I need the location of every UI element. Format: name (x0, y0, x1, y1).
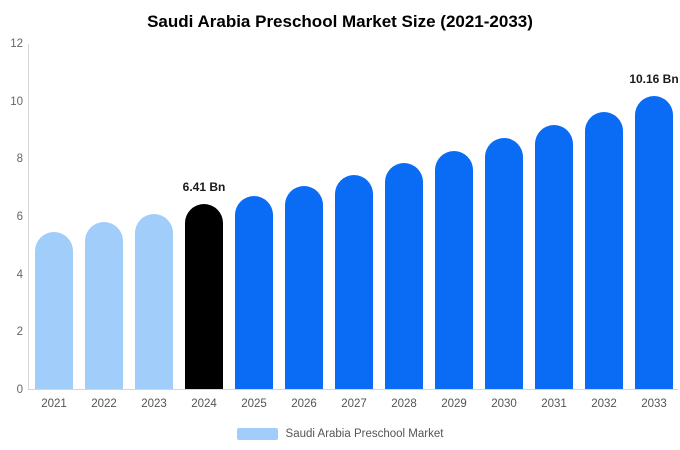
x-tick-label: 2021 (41, 398, 67, 410)
x-tick-label: 2026 (291, 398, 317, 410)
bar-2022 (85, 221, 123, 389)
y-tick-label: 2 (16, 326, 23, 339)
y-tick-label: 8 (16, 153, 23, 166)
bar-2021 (35, 231, 73, 389)
bar-2025 (235, 195, 273, 389)
x-tick-label: 2032 (591, 398, 617, 410)
bar-2024 (185, 204, 223, 389)
x-tick-label: 2025 (241, 398, 267, 410)
plot-area: 6.41 Bn 10.16 Bn (28, 44, 679, 390)
x-tick-label: 2028 (391, 398, 417, 410)
chart-title: Saudi Arabia Preschool Market Size (2021… (147, 12, 533, 31)
y-tick-label: 12 (10, 38, 23, 50)
value-label-2024: 6.41 Bn (182, 180, 226, 195)
y-tick-label: 4 (16, 268, 23, 281)
x-tick-label: 2031 (541, 398, 567, 410)
bar-2029 (435, 151, 473, 389)
bar-2033 (635, 96, 673, 389)
bar-2028 (385, 162, 423, 389)
x-tick-label: 2022 (91, 398, 117, 410)
bar-2023 (135, 213, 173, 389)
legend-swatch (236, 428, 278, 440)
bar-2026 (285, 185, 323, 389)
x-tick-label: 2027 (341, 398, 367, 410)
legend-item[interactable]: Saudi Arabia Preschool Market (0, 424, 680, 444)
y-tick-label: 10 (10, 95, 23, 108)
x-tick-label: 2029 (441, 398, 467, 410)
bar-2032 (585, 111, 623, 389)
y-tick-label: 6 (16, 211, 23, 223)
bar-2030 (485, 138, 523, 389)
x-tick-label: 2033 (641, 398, 667, 410)
value-label-2033: 10.16 Bn (629, 72, 679, 87)
x-tick-label: 2023 (141, 398, 167, 410)
legend-label: Saudi Arabia Preschool Market (285, 428, 444, 440)
x-tick-label: 2030 (491, 398, 517, 410)
y-tick-label: 0 (16, 384, 23, 396)
bar-2031 (535, 125, 573, 389)
x-tick-label: 2024 (191, 398, 217, 410)
bar-2027 (335, 174, 373, 389)
